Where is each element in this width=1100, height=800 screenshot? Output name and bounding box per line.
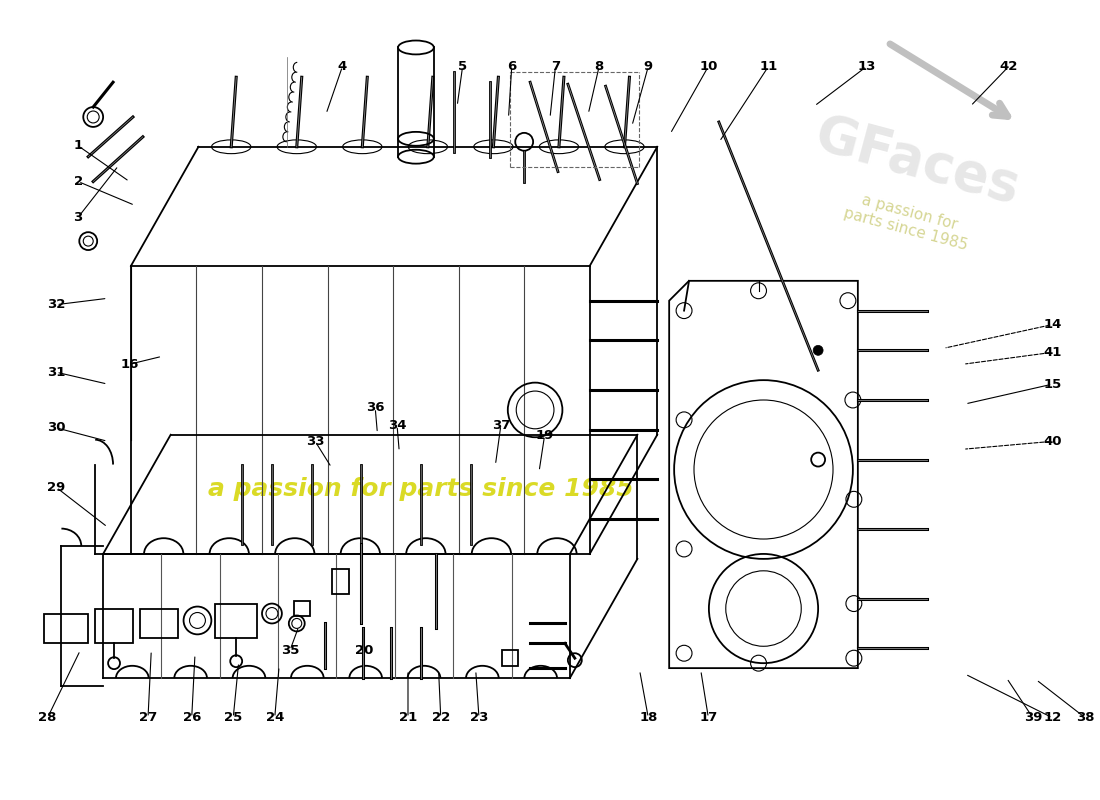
- Text: a passion for parts since 1985: a passion for parts since 1985: [208, 478, 634, 502]
- Text: 37: 37: [492, 419, 510, 432]
- Text: 2: 2: [74, 175, 82, 188]
- Text: 22: 22: [431, 711, 450, 724]
- Text: 41: 41: [1043, 346, 1062, 359]
- Text: 20: 20: [355, 644, 374, 657]
- Text: 14: 14: [1043, 318, 1062, 331]
- Text: 3: 3: [74, 210, 82, 224]
- Text: 21: 21: [399, 711, 417, 724]
- Text: GFaces: GFaces: [810, 110, 1025, 214]
- Text: 1: 1: [74, 139, 82, 152]
- Text: 34: 34: [388, 419, 406, 432]
- Text: 6: 6: [507, 60, 516, 73]
- Text: 9: 9: [644, 60, 653, 73]
- Text: 17: 17: [700, 711, 717, 724]
- Text: 31: 31: [47, 366, 65, 378]
- Text: 25: 25: [224, 711, 242, 724]
- Text: 35: 35: [280, 644, 299, 657]
- Text: a passion for
parts since 1985: a passion for parts since 1985: [842, 189, 974, 254]
- Text: 24: 24: [265, 711, 284, 724]
- Text: 23: 23: [470, 711, 488, 724]
- Text: 33: 33: [306, 435, 324, 448]
- Text: 7: 7: [551, 60, 560, 73]
- Text: 40: 40: [1043, 435, 1062, 448]
- Text: 15: 15: [1044, 378, 1061, 390]
- Text: 19: 19: [536, 430, 553, 442]
- Circle shape: [813, 346, 823, 355]
- Text: 27: 27: [139, 711, 157, 724]
- Text: 4: 4: [338, 60, 348, 73]
- Text: 26: 26: [183, 711, 201, 724]
- Text: 11: 11: [759, 60, 778, 73]
- Text: 8: 8: [594, 60, 604, 73]
- Text: 39: 39: [1024, 711, 1042, 724]
- Text: 12: 12: [1044, 711, 1061, 724]
- Text: 32: 32: [47, 298, 65, 311]
- Text: 16: 16: [120, 358, 139, 370]
- Text: 13: 13: [858, 60, 876, 73]
- Text: 38: 38: [1076, 711, 1094, 724]
- Text: 30: 30: [47, 422, 66, 434]
- Text: 28: 28: [39, 711, 57, 724]
- Text: 36: 36: [366, 402, 385, 414]
- Text: 10: 10: [700, 60, 717, 73]
- Ellipse shape: [398, 41, 433, 54]
- Text: 18: 18: [639, 711, 658, 724]
- Text: 29: 29: [47, 481, 65, 494]
- Text: 42: 42: [1000, 60, 1018, 73]
- Text: 5: 5: [458, 60, 468, 73]
